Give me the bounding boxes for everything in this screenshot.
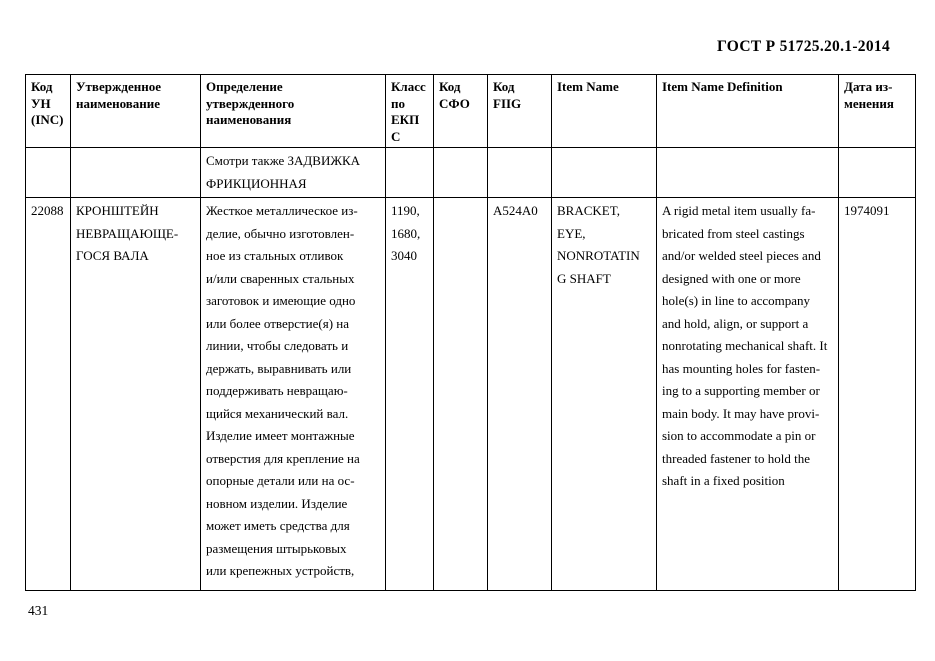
cell-item-name: BRACKET, EYE, NONROTATIN G SHAFT	[551, 197, 657, 591]
standard-code-header: ГОСТ Р 51725.20.1-2014	[717, 38, 890, 55]
cell-approved-name	[70, 147, 201, 198]
classification-table: Код УН (INC) Утвержденное наименование О…	[25, 74, 916, 591]
table-header-row: Код УН (INC) Утвержденное наименование О…	[25, 74, 916, 148]
cell-approved-name: КРОНШТЕЙН НЕВРАЩАЮЩЕ- ГОСЯ ВАЛА	[70, 197, 201, 591]
cell-ekps-class: 1190, 1680, 3040	[385, 197, 434, 591]
cell-change-date: 1974091	[838, 197, 916, 591]
cell-inc-code: 22088	[25, 197, 71, 591]
table-row-22088: 22088 КРОНШТЕЙН НЕВРАЩАЮЩЕ- ГОСЯ ВАЛА Же…	[25, 197, 916, 591]
cell-fiig-code	[487, 147, 552, 198]
column-header-item-name-definition: Item Name Definition	[656, 74, 839, 148]
cell-change-date	[838, 147, 916, 198]
column-header-approved-name: Утвержденное наименование	[70, 74, 201, 148]
cell-sfo-code	[433, 197, 488, 591]
cell-sfo-code	[433, 147, 488, 198]
cell-item-name-definition: A rigid metal item usually fa- bricated …	[656, 197, 839, 591]
column-header-sfo-code: Код СФО	[433, 74, 488, 148]
cell-item-name-definition	[656, 147, 839, 198]
cell-item-name	[551, 147, 657, 198]
column-header-change-date: Дата из- менения	[838, 74, 916, 148]
column-header-item-name: Item Name	[551, 74, 657, 148]
column-header-inc-code: Код УН (INC)	[25, 74, 71, 148]
cell-inc-code	[25, 147, 71, 198]
column-header-fiig-code: Код FIIG	[487, 74, 552, 148]
page-number: 431	[28, 603, 49, 618]
cell-definition: Жесткое металлическое из- делие, обычно …	[200, 197, 386, 591]
table-row-continuation: Смотри также ЗАДВИЖКА ФРИКЦИОННАЯ	[25, 147, 916, 198]
cell-ekps-class	[385, 147, 434, 198]
column-header-definition: Определение утвержденного наименования	[200, 74, 386, 148]
cell-definition: Смотри также ЗАДВИЖКА ФРИКЦИОННАЯ	[200, 147, 386, 198]
cell-fiig-code: A524A0	[487, 197, 552, 591]
column-header-ekps-class: Класс по ЕКП С	[385, 74, 434, 148]
